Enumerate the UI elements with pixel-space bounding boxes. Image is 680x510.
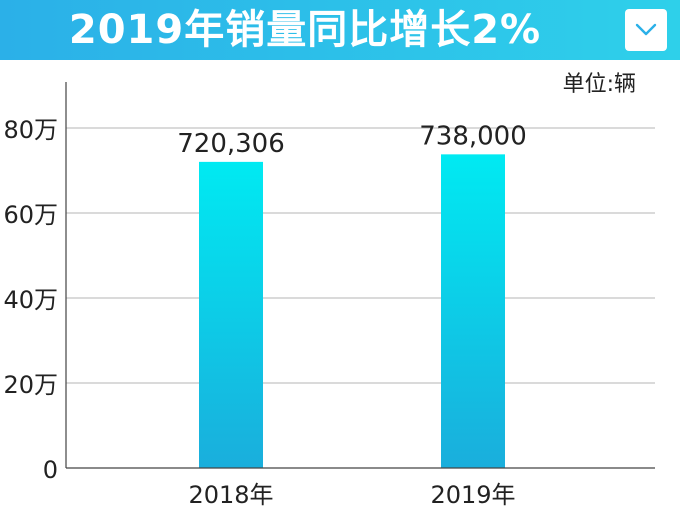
x-tick-label: 2019年 xyxy=(430,481,515,509)
chevron-down-icon xyxy=(635,23,657,36)
page-title: 2019年销量同比增长2% xyxy=(68,7,542,53)
bar-chart: 0 20万 40万 60万 80万 720,306 2018年 738,000 2019年 xyxy=(3,82,655,509)
x-tick-label: 2018年 xyxy=(188,481,273,509)
y-tick-label: 0 xyxy=(43,456,58,484)
title-bar xyxy=(0,0,680,60)
bar-2019年 xyxy=(441,154,505,468)
bar-2018年 xyxy=(199,161,263,469)
y-tick-label: 20万 xyxy=(3,371,58,399)
dropdown-button[interactable] xyxy=(625,9,667,51)
y-tick-label: 60万 xyxy=(3,201,58,229)
unit-label: 单位:辆 xyxy=(562,72,636,97)
y-tick-label: 40万 xyxy=(3,286,58,314)
data-label: 738,000 xyxy=(419,121,527,151)
data-label: 720,306 xyxy=(177,129,285,159)
y-tick-label: 80万 xyxy=(3,116,58,144)
